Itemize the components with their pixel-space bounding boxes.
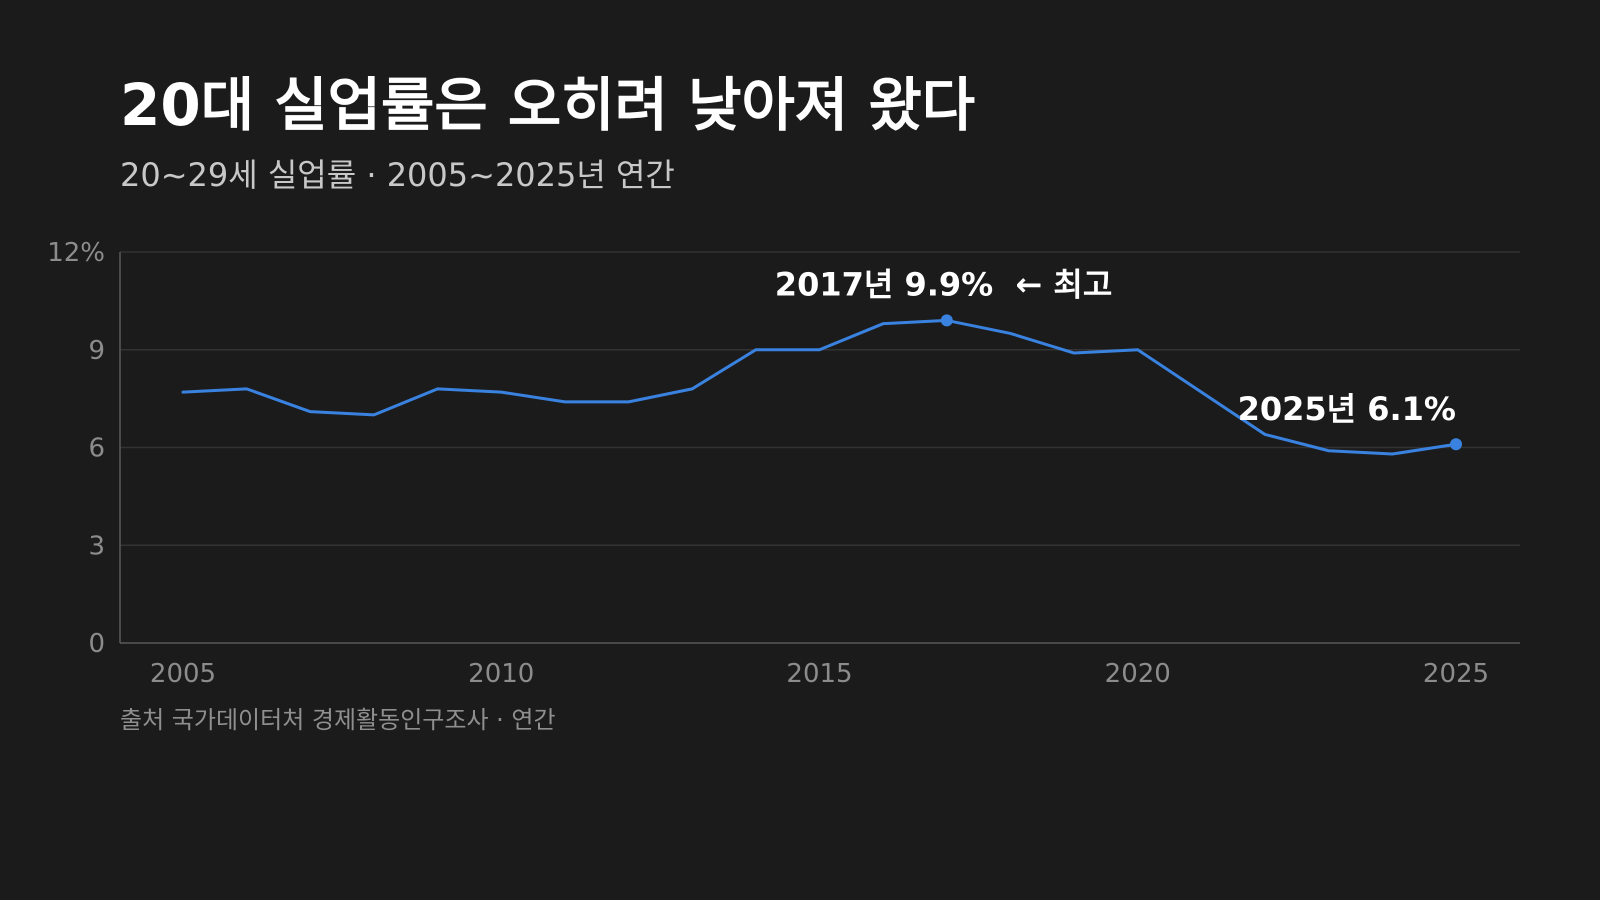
annotation-point-2017 [940,314,953,327]
chart-title: 20대 실업률은 오히려 낮아져 왔다 [120,71,976,139]
x-tick-label-2005: 2005 [150,659,216,689]
y-tick-label-9: 9 [88,336,105,366]
x-tick-label-2025: 2025 [1423,659,1489,689]
axes [119,252,1520,644]
source-note: 출처 국가데이터처 경제활동인구조사 · 연간 [120,706,556,734]
x-tick-label-2015: 2015 [786,659,852,689]
y-tick-label-0: 0 [88,629,105,659]
series-line-0 [181,318,1458,456]
annotations: 2017년 9.9% ← 최고 2025년 6.1% [775,265,1462,451]
x-tick-label-2020: 2020 [1105,659,1171,689]
annotation-point-2025 [1450,438,1462,451]
annotation-label-2025: 2025년 6.1% [1238,390,1456,428]
y-tick-label-6: 6 [88,434,105,464]
series-layer [181,318,1458,456]
annotation-label-2017: 2017년 9.9% ← 최고 [775,265,1113,303]
x-tick-label-2010: 2010 [468,659,534,689]
chart-subtitle: 20~29세 실업률 · 2005~2025년 연간 [120,156,675,194]
y-tick-label-3: 3 [88,531,105,561]
y-tick-labels: 0 3 6 9 12% [47,238,105,659]
y-tick-label-12: 12% [47,238,105,268]
x-tick-labels: 2005 2010 2015 2020 2025 [150,659,1489,689]
